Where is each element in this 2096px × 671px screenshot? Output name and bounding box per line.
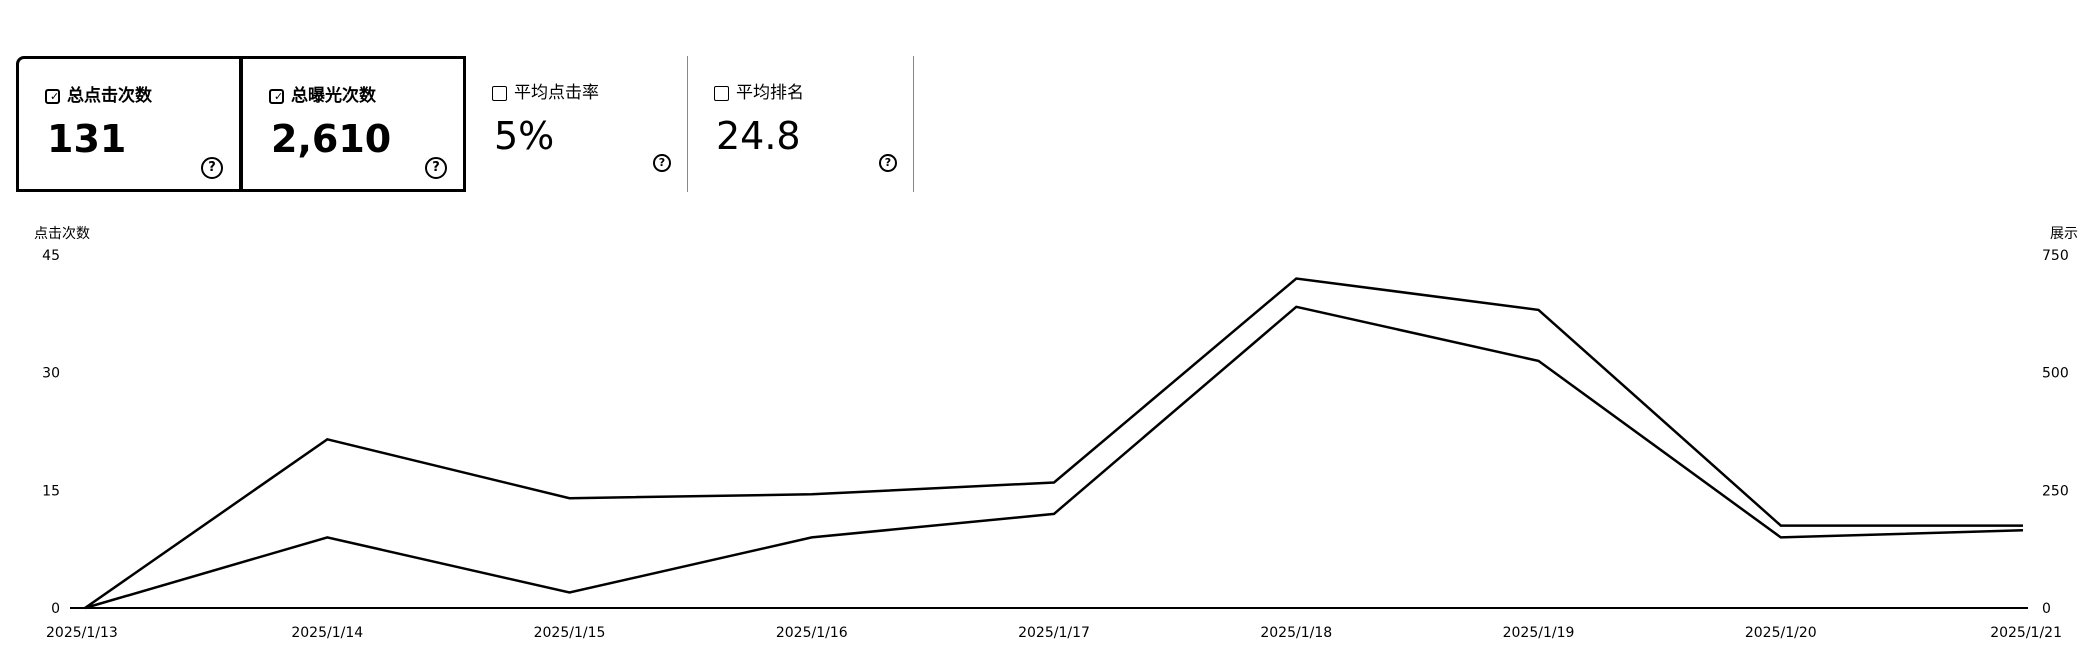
metric-label: 平均点击率 (514, 83, 599, 103)
help-circle-icon[interactable]: ? (425, 157, 447, 179)
series-line (84, 277, 2023, 610)
left-axis-label: 点击次数 (34, 226, 90, 242)
metric-value: 2,610 (271, 117, 392, 161)
x-axis-tick-label: 2025/1/19 (1503, 625, 1575, 641)
x-axis-tick-label: 2025/1/18 (1260, 625, 1332, 641)
metric-card-avg-ctr[interactable]: 平均点击率 5% ? (466, 56, 688, 192)
right-axis-tick-label: 750 (2042, 248, 2069, 264)
x-axis-tick-label: 2025/1/20 (1745, 625, 1817, 641)
x-axis-tick-label: 2025/1/13 (46, 625, 118, 641)
right-axis-tick-label: 0 (2042, 601, 2051, 617)
left-axis-tick-label: 0 (51, 601, 60, 617)
metric-card-total-impressions[interactable]: ✓ 总曝光次数 2,610 ? (240, 56, 466, 192)
metric-card-total-clicks[interactable]: ✓ 总点击次数 131 ? (16, 56, 242, 192)
left-axis-tick-label: 15 (42, 483, 60, 499)
metric-value: 131 (47, 117, 127, 161)
metric-label: 总曝光次数 (291, 86, 376, 106)
x-axis-tick-label: 2025/1/15 (534, 625, 606, 641)
metric-card-avg-position[interactable]: 平均排名 24.8 ? (688, 56, 914, 192)
x-axis-tick-label: 2025/1/16 (776, 625, 848, 641)
help-circle-icon[interactable]: ? (201, 157, 223, 179)
checkbox-icon[interactable]: ✓ (269, 89, 284, 104)
x-axis-tick-label: 2025/1/21 (1990, 625, 2062, 641)
x-axis-tick-label: 2025/1/14 (291, 625, 363, 641)
series-line (84, 305, 2024, 610)
checkbox-icon[interactable] (492, 86, 507, 101)
metric-label: 总点击次数 (67, 86, 152, 106)
right-axis-label: 展示 (2050, 226, 2078, 242)
help-circle-icon[interactable]: ? (879, 154, 897, 172)
metric-value: 24.8 (716, 114, 801, 158)
x-axis-tick-label: 2025/1/17 (1018, 625, 1090, 641)
left-axis-tick-label: 30 (42, 366, 60, 382)
checkbox-icon[interactable] (714, 86, 729, 101)
metric-value: 5% (494, 114, 555, 158)
right-axis-tick-label: 500 (2042, 366, 2069, 382)
metric-label: 平均排名 (736, 83, 804, 103)
help-circle-icon[interactable]: ? (653, 154, 671, 172)
checkbox-icon[interactable]: ✓ (45, 89, 60, 104)
left-axis-tick-label: 45 (42, 248, 60, 264)
right-axis-tick-label: 250 (2042, 483, 2069, 499)
